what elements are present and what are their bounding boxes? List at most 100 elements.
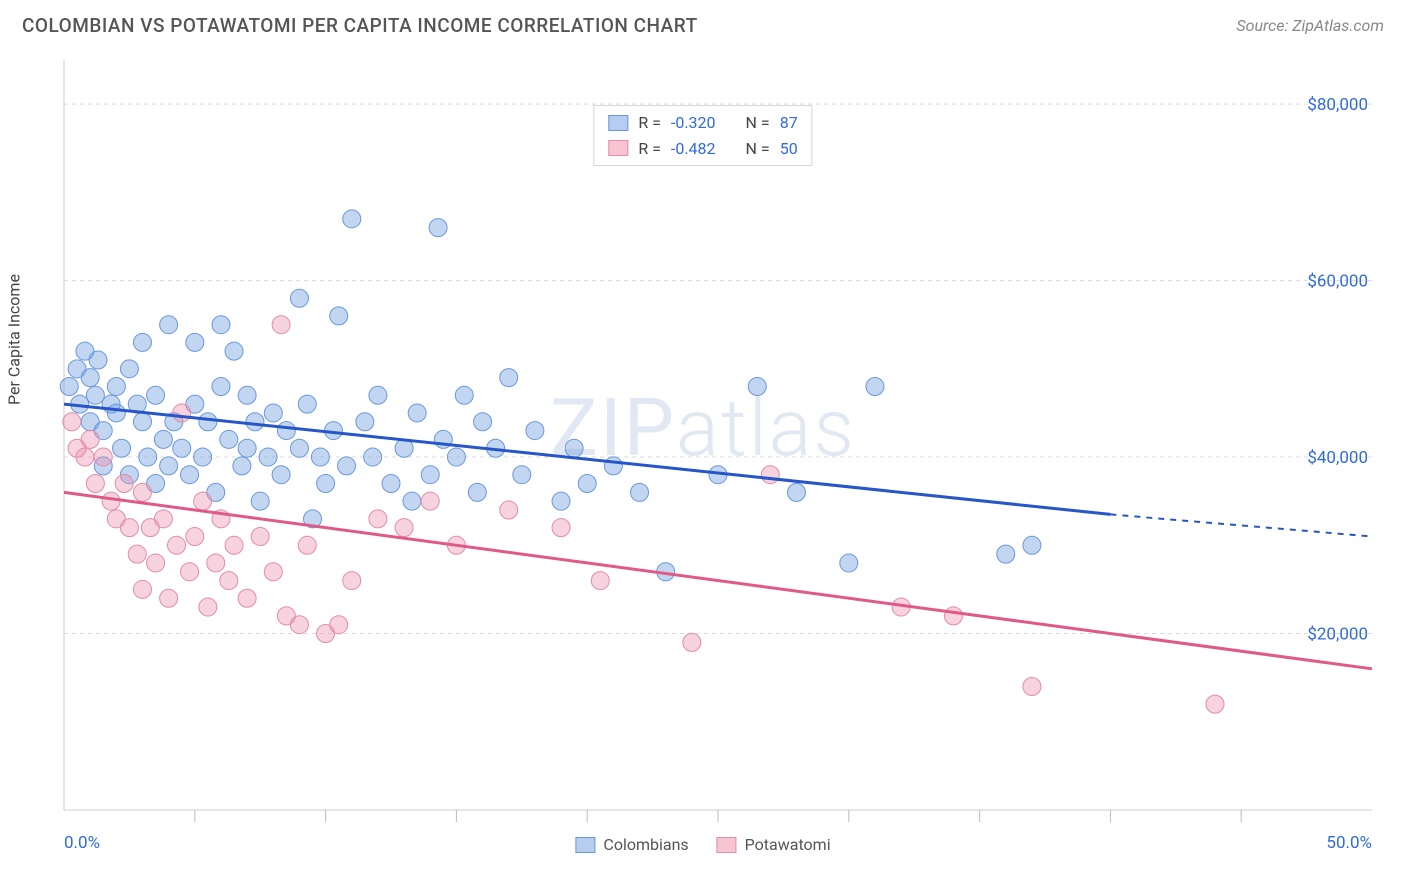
scatter-plot: $20,000$40,000$60,000$80,0000.0%50.0% bbox=[22, 50, 1384, 872]
data-point bbox=[81, 430, 99, 448]
data-point bbox=[160, 589, 178, 607]
data-point bbox=[631, 483, 649, 501]
data-point bbox=[147, 554, 165, 572]
data-point bbox=[147, 386, 165, 404]
data-point bbox=[102, 492, 120, 510]
data-point bbox=[500, 501, 518, 519]
data-point bbox=[238, 589, 256, 607]
data-point bbox=[272, 466, 290, 484]
data-point bbox=[311, 448, 329, 466]
r-value: -0.320 bbox=[671, 110, 716, 136]
data-point bbox=[455, 386, 473, 404]
data-point bbox=[421, 466, 439, 484]
data-point bbox=[591, 572, 609, 590]
data-point bbox=[395, 519, 413, 537]
data-point bbox=[369, 386, 387, 404]
y-axis-label: Per Capita Income bbox=[5, 274, 24, 405]
data-point bbox=[94, 448, 112, 466]
trend-line bbox=[64, 492, 1372, 668]
data-point bbox=[113, 439, 131, 457]
data-point bbox=[173, 439, 191, 457]
data-point bbox=[225, 342, 243, 360]
data-point bbox=[194, 492, 212, 510]
data-point bbox=[86, 386, 104, 404]
chart-area: Per Capita Income $20,000$40,000$60,000$… bbox=[22, 50, 1384, 872]
data-point bbox=[317, 475, 335, 493]
data-point bbox=[761, 466, 779, 484]
data-point bbox=[683, 633, 701, 651]
data-point bbox=[133, 333, 151, 351]
data-point bbox=[997, 545, 1015, 563]
data-point bbox=[474, 413, 492, 431]
series-legend: Colombians Potawatomi bbox=[575, 835, 830, 854]
data-point bbox=[552, 519, 570, 537]
n-value: 87 bbox=[780, 110, 798, 136]
data-point bbox=[526, 422, 544, 440]
data-point bbox=[290, 616, 308, 634]
data-point bbox=[160, 457, 178, 475]
data-point bbox=[866, 377, 884, 395]
data-point bbox=[154, 430, 172, 448]
legend-label: Colombians bbox=[603, 835, 688, 854]
data-point bbox=[330, 616, 348, 634]
trend-line-extrapolated bbox=[1110, 514, 1372, 536]
data-point bbox=[1023, 536, 1041, 554]
data-point bbox=[133, 413, 151, 431]
legend-swatch bbox=[575, 837, 595, 853]
data-point bbox=[199, 598, 217, 616]
data-point bbox=[133, 483, 151, 501]
data-point bbox=[290, 289, 308, 307]
data-point bbox=[787, 483, 805, 501]
legend-item: Potawatomi bbox=[717, 835, 831, 854]
data-point bbox=[944, 607, 962, 625]
data-point bbox=[60, 377, 78, 395]
data-point bbox=[447, 448, 465, 466]
data-point bbox=[290, 439, 308, 457]
data-point bbox=[194, 448, 212, 466]
data-point bbox=[233, 457, 251, 475]
data-point bbox=[403, 492, 421, 510]
legend-label: Potawatomi bbox=[745, 835, 831, 854]
r-value: -0.482 bbox=[671, 136, 716, 162]
legend-row: R =-0.482N =50 bbox=[608, 136, 797, 162]
data-point bbox=[89, 351, 107, 369]
data-point bbox=[338, 457, 356, 475]
data-point bbox=[468, 483, 486, 501]
data-point bbox=[330, 307, 348, 325]
data-point bbox=[160, 316, 178, 334]
data-point bbox=[128, 545, 146, 563]
svg-text:$40,000: $40,000 bbox=[1307, 448, 1368, 468]
data-point bbox=[181, 563, 199, 581]
data-point bbox=[298, 536, 316, 554]
data-point bbox=[81, 369, 99, 387]
data-point bbox=[120, 360, 138, 378]
r-label: R = bbox=[638, 110, 661, 136]
data-point bbox=[840, 554, 858, 572]
data-point bbox=[173, 404, 191, 422]
n-label: N = bbox=[746, 110, 770, 136]
data-point bbox=[186, 333, 204, 351]
data-point bbox=[238, 386, 256, 404]
data-point bbox=[186, 527, 204, 545]
data-point bbox=[748, 377, 766, 395]
data-point bbox=[181, 466, 199, 484]
data-point bbox=[565, 439, 583, 457]
data-point bbox=[86, 475, 104, 493]
data-point bbox=[408, 404, 426, 422]
data-point bbox=[500, 369, 518, 387]
data-point bbox=[107, 377, 125, 395]
data-point bbox=[298, 395, 316, 413]
data-point bbox=[364, 448, 382, 466]
r-label: R = bbox=[638, 136, 661, 162]
data-point bbox=[552, 492, 570, 510]
data-point bbox=[76, 448, 94, 466]
n-value: 50 bbox=[780, 136, 798, 162]
data-point bbox=[212, 316, 230, 334]
data-point bbox=[115, 475, 133, 493]
svg-text:0.0%: 0.0% bbox=[64, 833, 100, 853]
data-point bbox=[246, 413, 264, 431]
data-point bbox=[107, 404, 125, 422]
data-point bbox=[429, 219, 447, 237]
chart-title: COLOMBIAN VS POTAWATOMI PER CAPITA INCOM… bbox=[22, 14, 698, 37]
data-point bbox=[264, 563, 282, 581]
